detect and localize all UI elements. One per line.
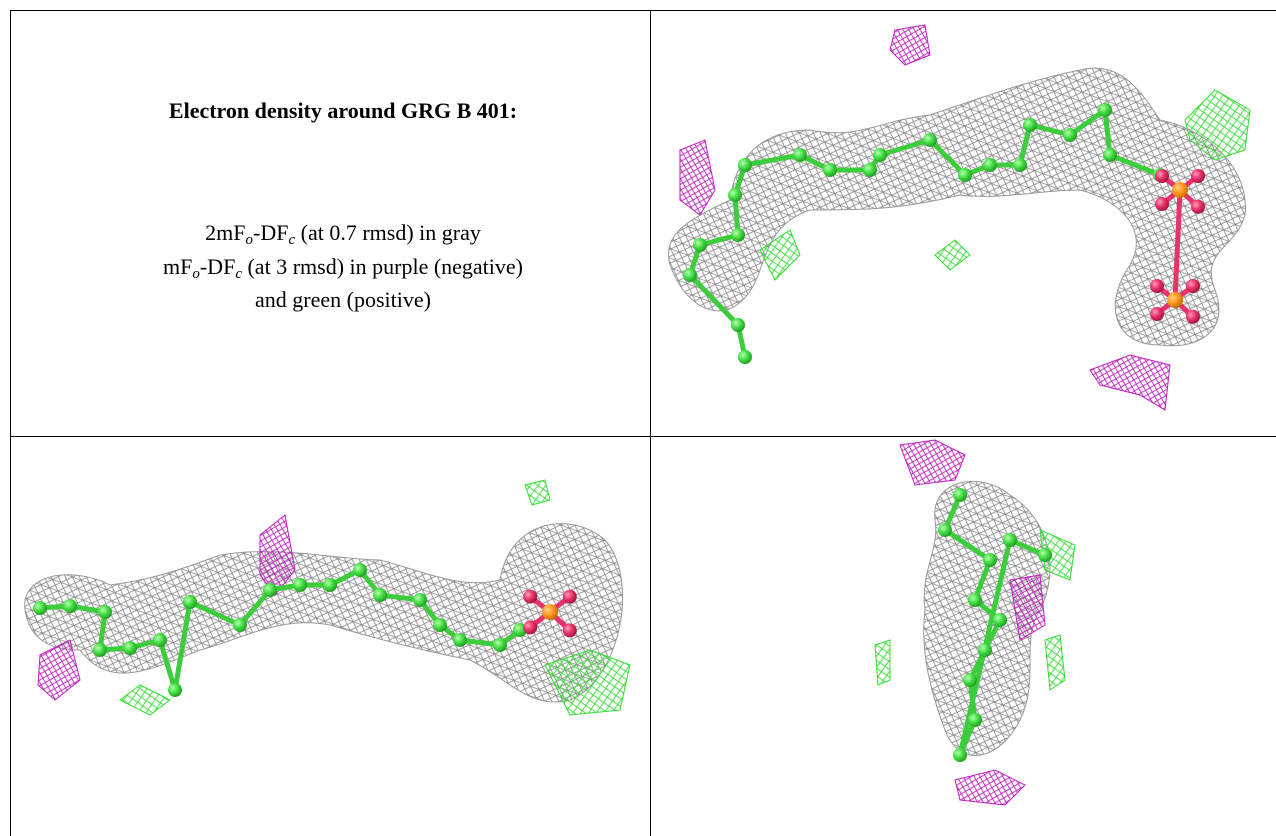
legend-line: and green (positive) [255, 287, 431, 312]
atom [1098, 103, 1112, 117]
figure: Electron density around GRG B 401: 2mFo-… [0, 0, 1276, 836]
atom [323, 578, 337, 592]
atom [968, 593, 982, 607]
atom [563, 623, 577, 637]
negative-mesh [890, 25, 930, 65]
atom [728, 188, 742, 202]
atom [153, 633, 167, 647]
atom [963, 673, 977, 687]
atom [958, 168, 972, 182]
atom [1150, 279, 1164, 293]
atom [1063, 128, 1077, 142]
positive-mesh [120, 685, 170, 715]
atom [1172, 182, 1188, 198]
legend-line: 2mFo-DFc (at 0.7 rmsd) in gray [205, 220, 481, 248]
atom [263, 583, 277, 597]
atom [1103, 148, 1117, 162]
atom [1191, 200, 1205, 214]
atom [1003, 533, 1017, 547]
negative-mesh [680, 140, 715, 215]
atom [123, 641, 137, 655]
atom [1023, 118, 1037, 132]
atom [233, 618, 247, 632]
positive-mesh [935, 240, 970, 270]
atom [731, 228, 745, 242]
atom [953, 748, 967, 762]
atom [413, 593, 427, 607]
positive-mesh [1045, 635, 1065, 690]
atom [938, 523, 952, 537]
text-run: (at 3 rmsd) in purple (negative) [242, 254, 523, 279]
atom [693, 238, 707, 252]
atom [983, 158, 997, 172]
atom [293, 578, 307, 592]
atom [978, 643, 992, 657]
atom [523, 620, 537, 634]
negative-mesh [955, 770, 1025, 805]
atom [873, 148, 887, 162]
legend: 2mFo-DFc (at 0.7 rmsd) in gray mFo-DFc (a… [163, 220, 523, 312]
atom [738, 350, 752, 364]
atom [33, 601, 47, 615]
positive-mesh [875, 640, 890, 685]
atom [1167, 292, 1183, 308]
atom [63, 599, 77, 613]
atom [98, 605, 112, 619]
atom [683, 268, 697, 282]
atom [738, 158, 752, 172]
atom [168, 683, 182, 697]
atom [823, 163, 837, 177]
atom [1155, 169, 1169, 183]
atom [968, 713, 982, 727]
atom [863, 163, 877, 177]
text-run: -DF [200, 254, 235, 279]
cell-title: Electron density around GRG B 401: [169, 98, 517, 123]
atom [953, 488, 967, 502]
positive-mesh [525, 480, 550, 505]
atom [1191, 169, 1205, 183]
text-run: mF [163, 254, 192, 279]
atom [523, 590, 537, 604]
page: {"title": "Electron density around GRG B… [0, 0, 1276, 836]
density-mesh [25, 524, 623, 702]
atom [1186, 310, 1200, 324]
atom [793, 148, 807, 162]
text-run: and green (positive) [255, 287, 431, 312]
atom [353, 563, 367, 577]
legend-line: mFo-DFc (at 3 rmsd) in purple (negative) [163, 254, 523, 282]
atom [1155, 197, 1169, 211]
atom [923, 133, 937, 147]
text-run: -DF [253, 220, 288, 245]
atom [433, 618, 447, 632]
atom [1013, 158, 1027, 172]
atom [493, 638, 507, 652]
atom [93, 643, 107, 657]
atom [731, 318, 745, 332]
density-views [25, 25, 1250, 805]
text-run: (at 0.7 rmsd) in gray [295, 220, 481, 245]
atom [542, 604, 558, 620]
atom [1038, 548, 1052, 562]
atom [373, 588, 387, 602]
atom [453, 633, 467, 647]
atom [563, 590, 577, 604]
atom [1150, 307, 1164, 321]
text-run: 2mF [205, 220, 245, 245]
atom [993, 613, 1007, 627]
atom [983, 553, 997, 567]
negative-mesh [1090, 355, 1170, 410]
atom [1186, 279, 1200, 293]
negative-mesh [900, 440, 965, 485]
atom [183, 595, 197, 609]
